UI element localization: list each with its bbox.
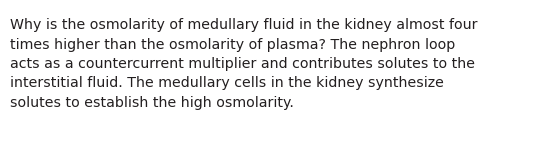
Text: acts as a countercurrent multiplier and contributes solutes to the: acts as a countercurrent multiplier and … <box>10 57 475 71</box>
Text: interstitial fluid. The medullary cells in the kidney synthesize: interstitial fluid. The medullary cells … <box>10 77 444 91</box>
Text: Why is the osmolarity of medullary fluid in the kidney almost four: Why is the osmolarity of medullary fluid… <box>10 18 478 32</box>
Text: times higher than the osmolarity of plasma? The nephron loop: times higher than the osmolarity of plas… <box>10 38 455 52</box>
Text: solutes to establish the high osmolarity.: solutes to establish the high osmolarity… <box>10 96 294 110</box>
